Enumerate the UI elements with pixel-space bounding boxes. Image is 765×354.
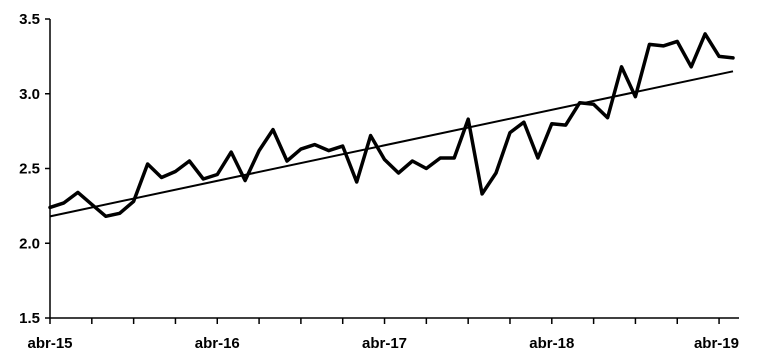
x-tick-label: abr-16	[195, 335, 240, 352]
y-tick-label: 3.0	[19, 86, 40, 103]
trend-line	[49, 70, 734, 218]
x-tick-label: abr-15	[27, 335, 72, 352]
chart-axes	[45, 18, 739, 324]
y-tick-label: 3.5	[19, 11, 40, 28]
data-series-line	[48, 32, 735, 219]
chart-series	[48, 32, 735, 219]
x-tick-label: abr-18	[529, 335, 574, 352]
x-tick-label: abr-19	[694, 335, 739, 352]
y-tick-label: 2.5	[19, 161, 40, 178]
y-tick-label: 1.5	[19, 310, 40, 327]
chart-labels: 1.5 2.0 2.5 3.0 3.5 abr-15 abr-16 abr-17 abr-18 a…	[19, 11, 739, 352]
y-tick-label: 2.0	[19, 235, 40, 252]
x-tick-label: abr-17	[362, 335, 407, 352]
